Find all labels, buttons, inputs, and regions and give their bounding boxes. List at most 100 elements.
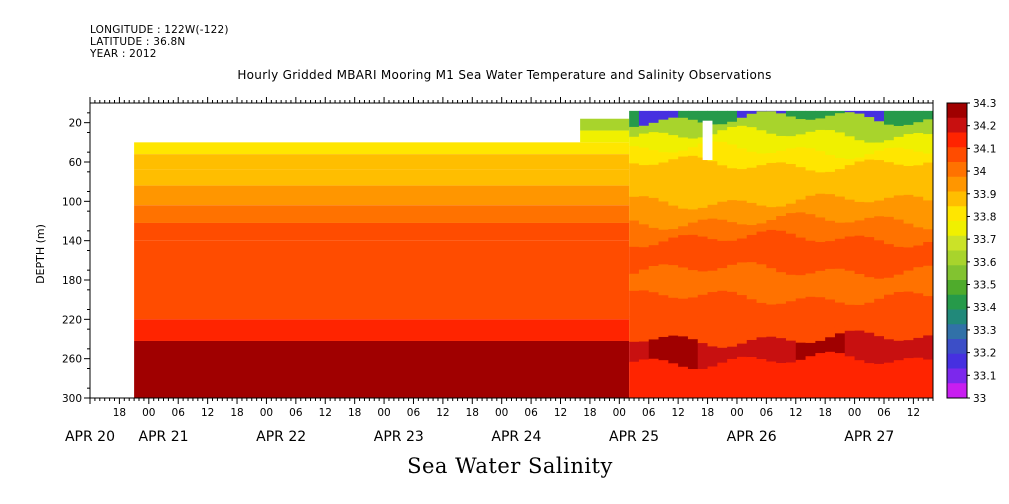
- salinity-cell: [815, 325, 826, 342]
- y-tick-label: 180: [62, 275, 82, 287]
- salinity-cell: [825, 130, 836, 156]
- salinity-cell: [923, 119, 934, 135]
- salinity-cell: [825, 241, 836, 270]
- salinity-cell: [805, 170, 816, 188]
- salinity-cell: [746, 357, 758, 399]
- salinity-cell: [854, 220, 865, 237]
- salinity-cell: [746, 299, 758, 330]
- salinity-cell: [825, 171, 836, 180]
- salinity-cell: [883, 277, 895, 296]
- salinity-cell: [903, 166, 914, 180]
- salinity-cell: [707, 161, 718, 189]
- salinity-cell: [913, 293, 924, 323]
- salinity-cell: [834, 222, 846, 240]
- salinity-cell: [648, 122, 660, 133]
- salinity-cell: [756, 153, 767, 166]
- salinity-cell: [815, 110, 826, 119]
- salinity-cell: [825, 337, 836, 353]
- salinity-cell: [678, 267, 689, 300]
- salinity-cell: [736, 169, 748, 184]
- salinity-cell: [736, 328, 748, 345]
- salinity-cell: [795, 359, 807, 399]
- salinity-cell: [648, 322, 660, 340]
- salinity-cell: [687, 270, 699, 298]
- salinity-cell: [717, 188, 728, 203]
- colorbar-label: 33.5: [973, 280, 996, 292]
- salinity-cell: [638, 320, 650, 342]
- salinity-cell: [756, 231, 767, 265]
- salinity-cell: [854, 274, 865, 306]
- salinity-cell: [825, 299, 836, 328]
- salinity-cell: [134, 185, 630, 206]
- salinity-cell: [923, 153, 934, 164]
- salinity-cell: [756, 358, 767, 399]
- salinity-cell: [648, 176, 660, 199]
- salinity-cell: [658, 322, 669, 338]
- salinity-cell: [707, 141, 718, 162]
- salinity-cell: [923, 134, 934, 155]
- salinity-cell: [785, 340, 797, 363]
- colorbar-swatch: [947, 162, 967, 178]
- x-tick-label: 18: [113, 407, 126, 419]
- salinity-cell: [736, 238, 748, 263]
- x-tick-label: 18: [466, 407, 479, 419]
- salinity-cell: [844, 236, 856, 272]
- salinity-cell: [795, 199, 807, 213]
- salinity-cell: [825, 220, 836, 242]
- colorbar-swatch: [947, 309, 967, 325]
- salinity-cell: [776, 150, 787, 163]
- salinity-cell: [638, 133, 650, 149]
- salinity-cell: [903, 124, 914, 135]
- salinity-cell: [864, 332, 875, 364]
- salinity-cell: [629, 110, 640, 128]
- salinity-cell: [776, 185, 787, 208]
- salinity-cell: [746, 180, 758, 204]
- salinity-cell: [825, 327, 836, 338]
- salinity-cell: [678, 156, 689, 179]
- salinity-cell: [668, 135, 679, 153]
- colorbar-swatch: [947, 353, 967, 369]
- salinity-cell: [687, 234, 699, 271]
- year-label: YEAR : 2012: [90, 48, 157, 60]
- x-tick-label: 12: [671, 407, 684, 419]
- salinity-cell: [795, 189, 807, 201]
- x-tick-label: 00: [495, 407, 508, 419]
- salinity-cell: [756, 302, 767, 328]
- salinity-cell: [658, 132, 669, 153]
- salinity-cell: [893, 292, 905, 318]
- salinity-cell: [864, 237, 875, 278]
- salinity-cell: [834, 268, 846, 304]
- salinity-cell: [903, 110, 914, 126]
- salinity-cell: [854, 304, 865, 320]
- salinity-cell: [134, 169, 630, 186]
- salinity-cell: [864, 159, 875, 181]
- salinity-cell: [707, 134, 718, 143]
- salinity-cell: [697, 186, 709, 209]
- salinity-cell: [864, 202, 875, 219]
- salinity-cell: [785, 320, 797, 342]
- salinity-cell: [766, 229, 777, 269]
- salinity-cell: [736, 295, 748, 330]
- salinity-cell: [746, 262, 758, 300]
- salinity-cell: [678, 366, 689, 399]
- salinity-cell: [923, 242, 934, 267]
- colorbar-swatch: [947, 221, 967, 237]
- salinity-cell: [795, 167, 807, 190]
- salinity-cell: [717, 165, 728, 189]
- salinity-cell: [746, 234, 758, 263]
- salinity-cell: [834, 110, 846, 114]
- salinity-cell: [678, 336, 689, 368]
- salinity-cell: [134, 319, 630, 341]
- salinity-cell: [746, 167, 758, 182]
- salinity-cell: [795, 134, 807, 148]
- salinity-cell: [874, 313, 885, 337]
- salinity-cell: [678, 150, 689, 158]
- salinity-cell: [893, 195, 905, 221]
- salinity-cell: [844, 165, 856, 176]
- salinity-cell: [805, 323, 816, 344]
- salinity-cell: [854, 157, 865, 162]
- salinity-cell: [874, 336, 885, 365]
- colorbar-swatch: [947, 383, 967, 399]
- y-tick-label: 220: [62, 314, 82, 326]
- salinity-cell: [825, 110, 836, 117]
